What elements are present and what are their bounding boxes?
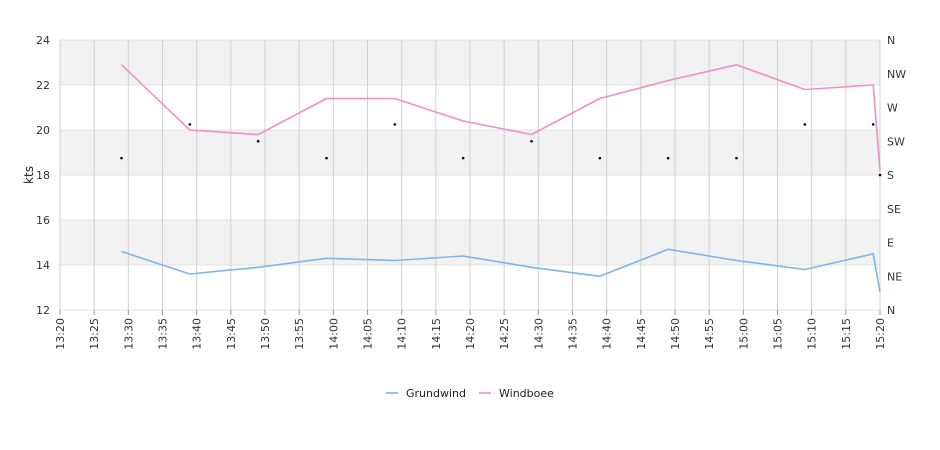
direction-point bbox=[598, 156, 602, 160]
x-tick-label: 13:50 bbox=[259, 318, 272, 350]
x-axis-ticks: 13:20 13:25 13:30 13:35 13:40 13:45 13:50 13:55… bbox=[54, 318, 887, 350]
x-tick-label: 13:30 bbox=[122, 318, 135, 350]
x-tick-label: 14:15 bbox=[430, 318, 443, 350]
direction-points bbox=[120, 123, 882, 177]
y-tick-label: 12 bbox=[36, 304, 50, 317]
direction-tick-label: SE bbox=[887, 203, 901, 216]
direction-tick-label: N bbox=[887, 34, 895, 47]
x-tick-label: 13:35 bbox=[157, 318, 170, 350]
direction-tick-label: N bbox=[887, 304, 895, 317]
x-tick-label: 15:20 bbox=[874, 318, 887, 350]
x-tick-label: 15:00 bbox=[737, 318, 750, 350]
y-axis-ticks: 12 14 16 18 20 22 24 bbox=[36, 34, 50, 317]
x-tick-label: 14:00 bbox=[327, 318, 340, 350]
direction-tick-label: SW bbox=[887, 135, 905, 148]
direction-point bbox=[256, 139, 260, 143]
y-axis-title: kts bbox=[22, 166, 36, 184]
x-tick-label: 15:10 bbox=[806, 318, 819, 350]
direction-tick-label: NW bbox=[887, 68, 906, 81]
x-tick-label: 13:45 bbox=[225, 318, 238, 350]
y-tick-label: 20 bbox=[36, 124, 50, 137]
x-tick-label: 14:55 bbox=[703, 318, 716, 350]
direction-point bbox=[188, 123, 192, 126]
direction-tick-label: NE bbox=[887, 270, 902, 283]
x-tick-label: 13:55 bbox=[293, 318, 306, 350]
x-tick-label: 13:25 bbox=[88, 318, 101, 350]
x-tick-label: 13:40 bbox=[191, 318, 204, 350]
direction-point bbox=[461, 156, 465, 160]
legend-label-windboee: Windboee bbox=[499, 387, 554, 400]
legend-label-grundwind: Grundwind bbox=[406, 387, 466, 400]
direction-tick-label: S bbox=[887, 169, 894, 182]
x-tick-label: 14:45 bbox=[635, 318, 648, 350]
x-tick-label: 14:25 bbox=[498, 318, 511, 350]
x-tick-label: 14:10 bbox=[396, 318, 409, 350]
series-line-grundwind bbox=[121, 248, 881, 293]
y-tick-label: 14 bbox=[36, 259, 50, 272]
x-tick-label: 15:15 bbox=[840, 318, 853, 350]
direction-point bbox=[393, 123, 397, 126]
y-tick-label: 16 bbox=[36, 214, 50, 227]
series-line-windboee bbox=[120, 64, 881, 171]
direction-point bbox=[120, 156, 123, 160]
direction-point bbox=[530, 139, 533, 143]
direction-point bbox=[878, 173, 882, 177]
x-tick-label: 15:05 bbox=[772, 318, 785, 350]
direction-point bbox=[325, 156, 328, 160]
x-tick-label: 14:35 bbox=[567, 318, 580, 350]
direction-point bbox=[803, 123, 807, 126]
direction-axis-ticks: N NE E SE S SW W NW N bbox=[887, 34, 906, 317]
x-tick-label: 14:05 bbox=[362, 318, 375, 350]
series-lines bbox=[120, 64, 881, 293]
direction-tick-label: E bbox=[887, 237, 894, 250]
x-tick-label: 14:20 bbox=[464, 318, 477, 350]
y-tick-label: 18 bbox=[36, 169, 50, 182]
x-tick-label: 14:30 bbox=[532, 318, 545, 350]
x-tick-label: 13:20 bbox=[54, 318, 67, 350]
direction-point bbox=[871, 123, 875, 126]
legend: Grundwind Windboee bbox=[386, 387, 554, 400]
direction-point bbox=[666, 156, 670, 160]
y-tick-label: 22 bbox=[36, 79, 50, 92]
x-tick-label: 14:40 bbox=[601, 318, 614, 350]
direction-point bbox=[735, 156, 738, 160]
direction-tick-label: W bbox=[887, 102, 898, 115]
y-tick-label: 24 bbox=[36, 34, 50, 47]
x-tick-label: 14:50 bbox=[669, 318, 682, 350]
